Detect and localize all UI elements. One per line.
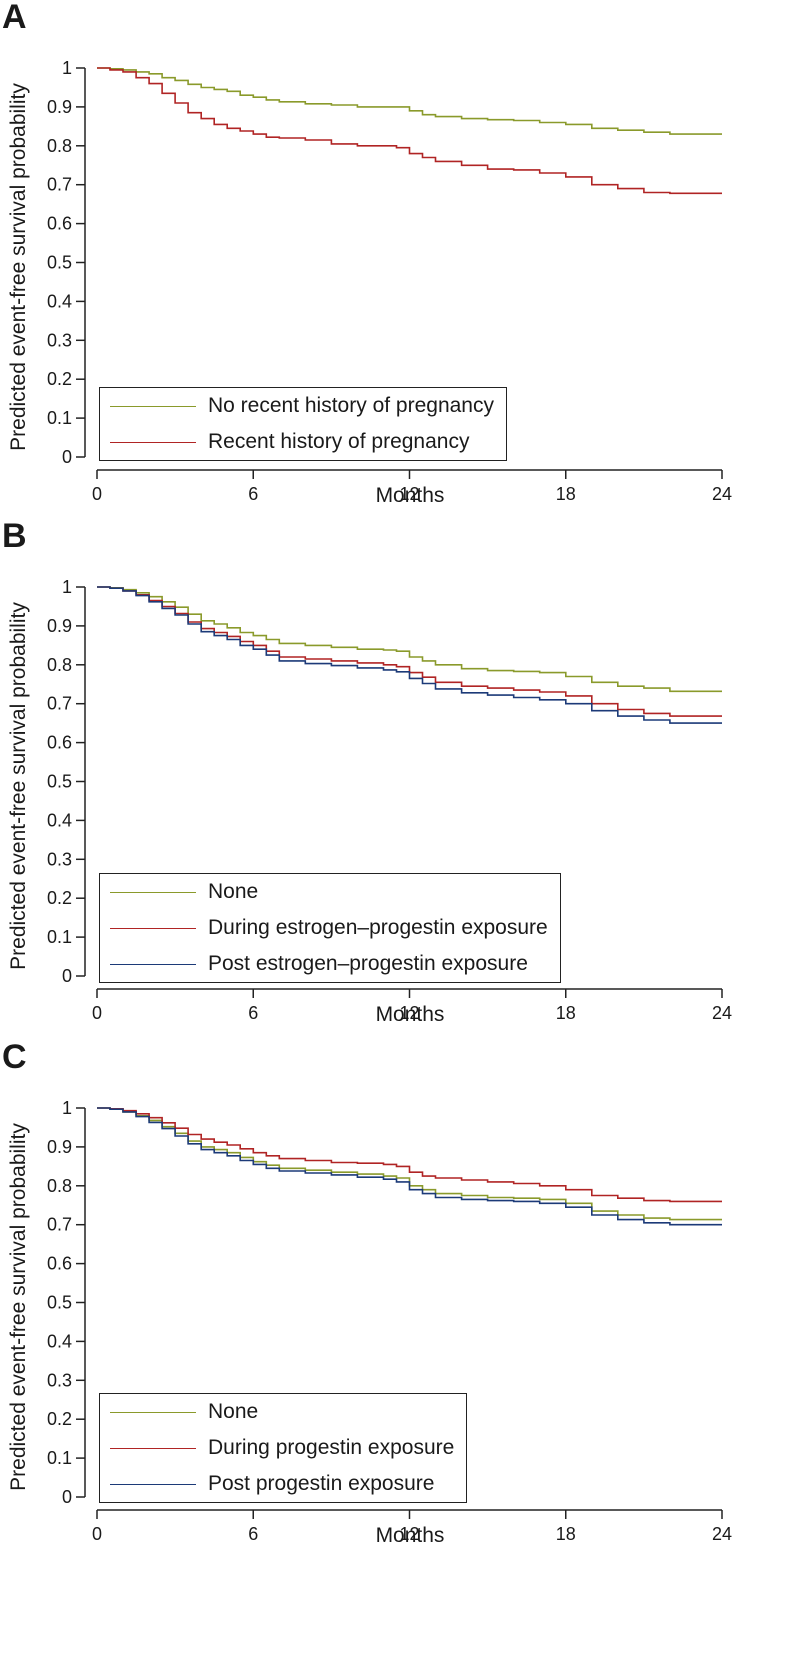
chart-panel-c: C 0 0.1 0.2 0.3 0.4 0.5 0.6 0.7 0.8 0.9 1 0 6 12 18 24 … <box>0 1038 787 1595</box>
x-tick-label: 0 <box>92 484 102 504</box>
legend-item: During progestin exposure <box>100 1430 466 1466</box>
y-tick-label: 0.4 <box>47 1331 72 1351</box>
x-tick-label: 12 <box>399 484 419 504</box>
legend-label: During estrogen–progestin exposure <box>208 916 548 939</box>
legend-item: None <box>100 874 560 910</box>
y-tick-label: 0.8 <box>47 655 72 675</box>
x-tick-label: 12 <box>399 1524 419 1544</box>
y-tick-label: 0.2 <box>47 1409 72 1429</box>
y-tick-label: 1 <box>62 58 72 78</box>
x-axis-label: Months <box>375 1524 445 1547</box>
y-tick-label: 1 <box>62 1098 72 1118</box>
legend-swatch <box>110 891 196 893</box>
y-tick-label: 0.4 <box>47 810 72 830</box>
y-tick-label: 0.5 <box>47 772 72 792</box>
y-tick-label: 0.7 <box>47 1215 72 1235</box>
legend: None During progestin exposure Post prog… <box>99 1393 468 1503</box>
y-tick-label: 0.5 <box>47 1293 72 1313</box>
legend-swatch <box>110 1411 196 1413</box>
y-tick-label: 0.1 <box>47 1448 72 1468</box>
y-tick-label: 0.3 <box>47 1370 72 1390</box>
y-tick-label: 0.6 <box>47 1254 72 1274</box>
y-tick-label: 0.2 <box>47 888 72 908</box>
legend-label: During progestin exposure <box>208 1436 455 1459</box>
y-tick-label: 0.1 <box>47 927 72 947</box>
y-tick-label: 0.8 <box>47 1176 72 1196</box>
legend-item: Recent history of pregnancy <box>100 424 506 460</box>
chart-panel-a: A 0 0.1 0.2 0.3 0.4 0.5 0.6 0.7 0.8 0.9 1 0 6 12 18 24 … <box>0 0 787 555</box>
y-tick-label: 0.2 <box>47 369 72 389</box>
y-tick-label: 0.6 <box>47 214 72 234</box>
y-tick-label: 0.9 <box>47 1137 72 1157</box>
legend-item: During estrogen–progestin exposure <box>100 910 560 946</box>
x-tick-label: 6 <box>248 1524 258 1544</box>
x-tick-label: 0 <box>92 1524 102 1544</box>
y-tick-label: 0 <box>62 1487 72 1507</box>
x-tick-label: 18 <box>556 484 576 504</box>
x-axis-label: Months <box>375 1003 445 1026</box>
series-line-1 <box>97 586 722 693</box>
series-line-2 <box>97 586 722 717</box>
x-tick-label: 6 <box>248 1003 258 1023</box>
x-tick-label: 18 <box>556 1003 576 1023</box>
series-line-2 <box>97 67 722 195</box>
y-tick-label: 1 <box>62 577 72 597</box>
y-tick-label: 0 <box>62 966 72 986</box>
y-tick-label: 0.9 <box>47 616 72 636</box>
y-tick-label: 0.9 <box>47 97 72 117</box>
x-tick-label: 24 <box>712 1003 732 1023</box>
y-tick-label: 0.4 <box>47 291 72 311</box>
x-tick-label: 24 <box>712 1524 732 1544</box>
legend-item: Post progestin exposure <box>100 1466 466 1502</box>
y-tick-label: 0 <box>62 447 72 467</box>
series-line-2 <box>97 1107 722 1203</box>
y-axis-label: Predicted event-free survival probabilit… <box>7 1123 30 1491</box>
y-tick-label: 0.3 <box>47 849 72 869</box>
y-tick-label: 0.8 <box>47 136 72 156</box>
y-tick-label: 0.1 <box>47 408 72 428</box>
x-tick-label: 18 <box>556 1524 576 1544</box>
y-axis-label: Predicted event-free survival probabilit… <box>7 602 30 970</box>
panel-letter-b: B <box>2 517 27 555</box>
series-line-3 <box>97 1107 722 1226</box>
chart-svg-c: 0 0.1 0.2 0.3 0.4 0.5 0.6 0.7 0.8 0.9 1 0 6 12 18 24 <box>47 1098 732 1544</box>
legend-item: None <box>100 1394 466 1430</box>
x-tick-label: 0 <box>92 1003 102 1023</box>
y-tick-label: 0.5 <box>47 253 72 273</box>
legend-swatch <box>110 405 196 407</box>
legend-swatch <box>110 1483 196 1485</box>
y-tick-label: 0.3 <box>47 330 72 350</box>
legend-label: Post estrogen–progestin exposure <box>208 952 528 975</box>
legend-label: No recent history of pregnancy <box>208 394 494 417</box>
legend-swatch <box>110 441 196 443</box>
panel-letter-c: C <box>2 1038 27 1076</box>
legend-label: Recent history of pregnancy <box>208 430 470 453</box>
chart-svg-a: 0 0.1 0.2 0.3 0.4 0.5 0.6 0.7 0.8 0.9 1 0 6 12 18 24 <box>47 58 732 504</box>
x-tick-label: 12 <box>399 1003 419 1023</box>
series-line-3 <box>97 586 722 724</box>
series-line-1 <box>97 67 722 135</box>
legend: No recent history of pregnancy Recent hi… <box>99 387 507 461</box>
legend-swatch <box>110 927 196 929</box>
legend-item: No recent history of pregnancy <box>100 388 506 424</box>
legend-label: Post progestin exposure <box>208 1472 435 1495</box>
legend-label: None <box>208 880 259 903</box>
chart-panel-b: B 0 0.1 0.2 0.3 0.4 0.5 0.6 0.7 0.8 0.9 1 0 6 12 18 24 … <box>0 517 787 1074</box>
series-line-1 <box>97 1107 722 1221</box>
x-tick-label: 24 <box>712 484 732 504</box>
legend-swatch <box>110 1447 196 1449</box>
chart-svg-b: 0 0.1 0.2 0.3 0.4 0.5 0.6 0.7 0.8 0.9 1 0 6 12 18 24 <box>47 577 732 1023</box>
y-tick-label: 0.7 <box>47 694 72 714</box>
y-tick-label: 0.7 <box>47 175 72 195</box>
legend-item: Post estrogen–progestin exposure <box>100 946 560 982</box>
legend: None During estrogen–progestin exposure … <box>99 873 561 983</box>
panel-letter-a: A <box>2 0 27 36</box>
y-tick-label: 0.6 <box>47 733 72 753</box>
x-axis-label: Months <box>375 484 445 507</box>
legend-swatch <box>110 963 196 965</box>
y-axis-label: Predicted event-free survival probabilit… <box>7 83 30 451</box>
legend-label: None <box>208 1400 259 1423</box>
x-tick-label: 6 <box>248 484 258 504</box>
